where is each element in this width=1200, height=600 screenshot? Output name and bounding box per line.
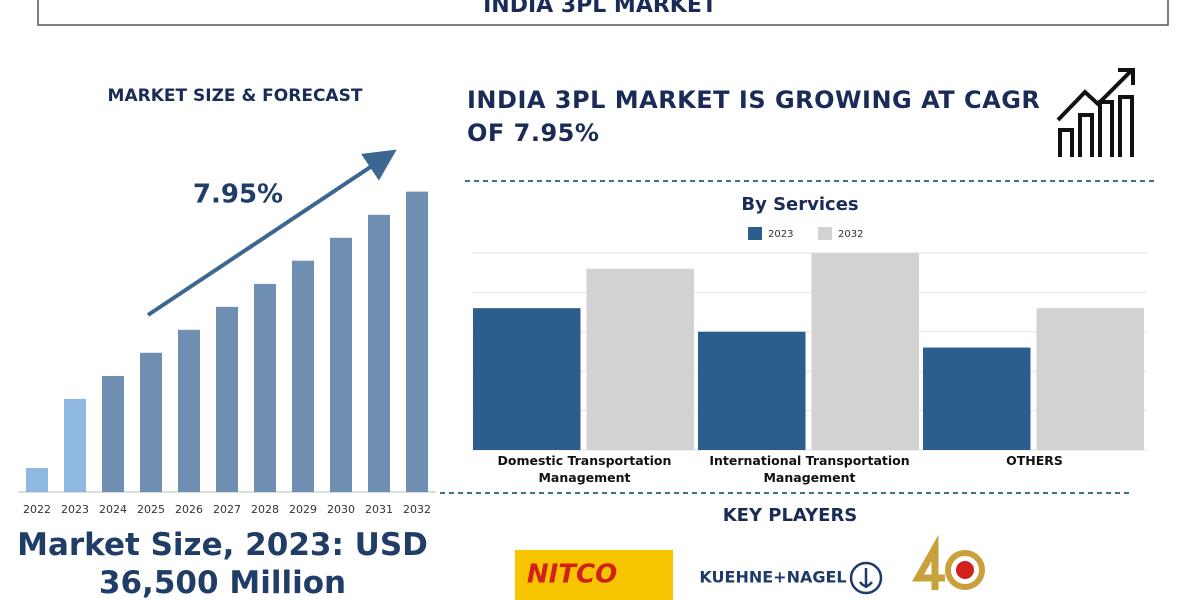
x-tick-label: 2032 <box>403 503 431 516</box>
legend-swatch <box>748 227 762 240</box>
kn-name: KUEHNE+NAGEL <box>699 568 846 587</box>
x-tick-label: 2027 <box>213 503 241 516</box>
bar <box>923 347 1031 450</box>
x-tick-label: 2025 <box>137 503 165 516</box>
bar <box>254 283 276 492</box>
kn-icon <box>859 568 873 588</box>
bar <box>368 214 390 492</box>
bar <box>102 375 124 492</box>
growth-arrow <box>146 149 397 317</box>
x-tick-label: 2031 <box>365 503 393 516</box>
x-tick-label: 2026 <box>175 503 203 516</box>
bar <box>586 268 694 450</box>
bar <box>406 191 428 493</box>
bar <box>1036 308 1144 450</box>
x-tick-label: 2028 <box>251 503 279 516</box>
bar <box>216 306 238 492</box>
nitco-logo <box>515 550 673 600</box>
header-title: INDIA 3PL MARKET <box>483 0 717 18</box>
x-tick-label: OTHERS <box>1006 453 1063 468</box>
bar <box>292 260 314 492</box>
anniversary-logo <box>911 534 985 590</box>
x-tick-label: 2030 <box>327 503 355 516</box>
kn-icon <box>849 561 883 595</box>
bar <box>330 237 352 492</box>
x-tick-label: International Transportation Management <box>709 453 910 485</box>
chart-title: MARKET SIZE & FORECAST <box>108 86 363 106</box>
bar <box>140 352 162 492</box>
header-box <box>37 0 1169 26</box>
bar <box>178 329 200 492</box>
x-tick-label: Domestic Transportation Management <box>497 453 672 485</box>
legend-swatch <box>818 227 832 240</box>
bar <box>64 398 86 492</box>
legend-label: 2032 <box>838 229 863 240</box>
legend-label: 2023 <box>768 229 793 240</box>
x-tick-label: 2029 <box>289 503 317 516</box>
x-tick-label: 2022 <box>23 503 51 516</box>
key-players-title: KEY PLAYERS <box>723 505 858 526</box>
growth-icon <box>1056 68 1135 157</box>
bar <box>811 253 919 450</box>
chart-title: By Services <box>741 194 858 215</box>
nitco-name: NITCO <box>527 560 617 590</box>
headline: INDIA 3PL MARKET IS GROWING AT CAGR OF 7… <box>467 86 1041 147</box>
cagr-annotation: 7.95% <box>193 180 283 210</box>
bar <box>473 308 581 450</box>
market-size: Market Size, 2023: USD 36,500 Million <box>17 527 428 600</box>
x-tick-label: 2023 <box>61 503 89 516</box>
bar <box>698 331 806 450</box>
bar <box>26 468 48 492</box>
x-tick-label: 2024 <box>99 503 127 516</box>
